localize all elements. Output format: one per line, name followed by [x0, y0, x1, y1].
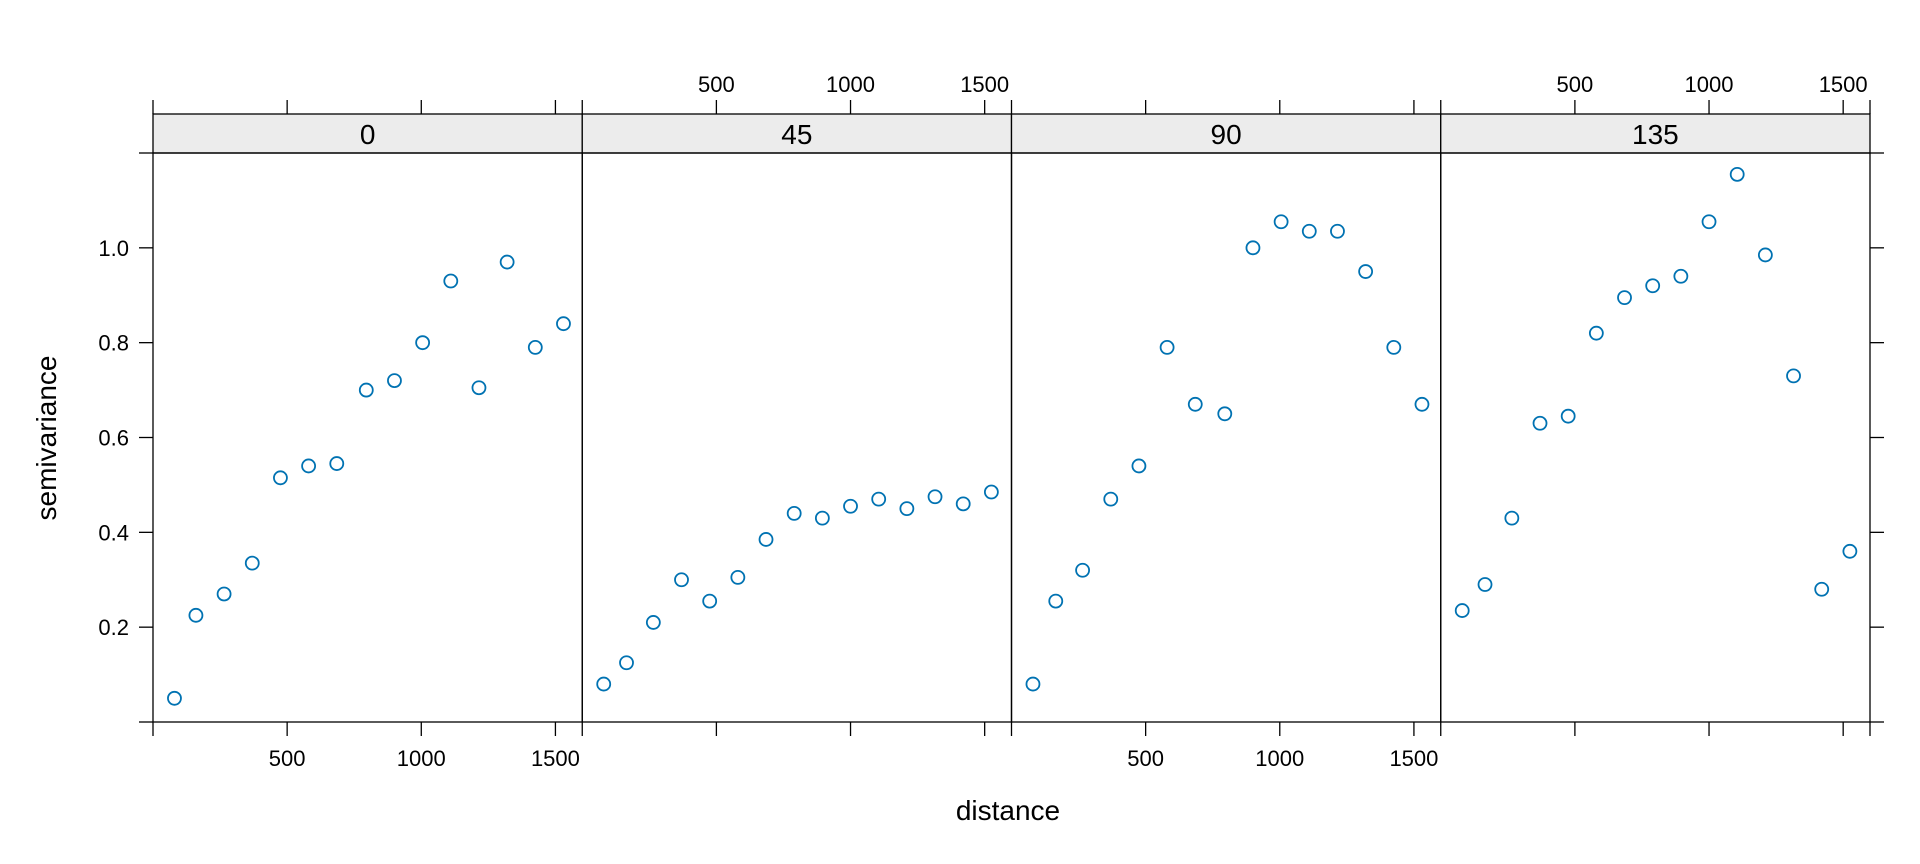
- data-point: [1842, 543, 1858, 559]
- panel-strip-label: 90: [1211, 119, 1242, 150]
- data-point: [1814, 581, 1830, 597]
- panel-strip-label: 45: [781, 119, 812, 150]
- data-point: [871, 491, 887, 507]
- panel-strip: [1440, 113, 1871, 154]
- data-point: [556, 316, 571, 332]
- x-tick-label: 1000: [1255, 746, 1304, 771]
- data-point: [443, 273, 459, 289]
- x-tick-label: 1000: [397, 746, 446, 771]
- x-tick-label: 500: [698, 72, 735, 97]
- x-tick-label: 500: [269, 746, 306, 771]
- data-point: [188, 607, 204, 623]
- data-point: [471, 380, 487, 396]
- data-point: [1048, 593, 1064, 609]
- data-point: [1673, 268, 1689, 284]
- panel-90: 90 500 1000 1500: [1010, 100, 1442, 771]
- data-point: [1330, 223, 1345, 239]
- data-point: [1786, 368, 1801, 384]
- data-point: [1588, 325, 1604, 341]
- y-tick-label: 0.8: [98, 331, 129, 356]
- data-point: [301, 458, 317, 474]
- data-point: [843, 498, 858, 514]
- x-tick-label: 1500: [1819, 72, 1868, 97]
- panel-frame: [1010, 152, 1442, 723]
- panel-strip-label: 0: [360, 119, 376, 150]
- data-point: [1386, 340, 1402, 355]
- data-point: [1358, 264, 1374, 279]
- data-point: [730, 569, 746, 585]
- x-tick-label: 1500: [1389, 746, 1438, 771]
- data-point: [1414, 396, 1430, 412]
- y-tick-label: 0.6: [98, 426, 129, 451]
- data-point: [1477, 577, 1493, 592]
- data-point: [1159, 340, 1175, 355]
- data-point: [358, 382, 374, 398]
- panel-45: 45 500 1000 1500: [581, 72, 1013, 736]
- data-point: [619, 655, 634, 671]
- data-point: [1560, 408, 1576, 424]
- data-point: [1701, 214, 1717, 230]
- data-point: [1075, 562, 1090, 578]
- x-tick-label: 1500: [960, 72, 1009, 97]
- data-point: [758, 532, 774, 547]
- data-point: [955, 496, 971, 512]
- x-tick-label: 1500: [531, 746, 580, 771]
- data-point: [1645, 278, 1661, 294]
- x-tick-label: 500: [1127, 746, 1164, 771]
- data-point: [596, 676, 612, 692]
- panel-strip-label: 135: [1632, 119, 1679, 150]
- panel-135: 135 500 1000 1500: [1440, 72, 1871, 736]
- data-point: [415, 335, 431, 351]
- y-axis-label: semivariance: [31, 356, 62, 521]
- data-point: [387, 373, 402, 389]
- panel-frame: [581, 152, 1013, 723]
- data-point: [1301, 223, 1317, 239]
- data-point: [927, 489, 943, 505]
- panel-frame: [152, 152, 583, 723]
- y-tick-label: 0.4: [98, 520, 129, 545]
- data-point: [167, 690, 182, 706]
- data-point: [1454, 603, 1470, 618]
- data-point: [1187, 396, 1203, 412]
- data-point: [814, 510, 830, 526]
- panel-strip: [1010, 113, 1442, 154]
- data-point: [1025, 676, 1041, 692]
- x-tick-label: 1000: [826, 72, 875, 97]
- panel-0: 0 500 1000 1500: [152, 100, 583, 771]
- data-point: [674, 572, 689, 588]
- y-tick-label: 0.2: [98, 615, 129, 640]
- data-point: [702, 593, 718, 609]
- x-tick-label: 500: [1557, 72, 1594, 97]
- y-tick-label: 1.0: [98, 236, 129, 261]
- data-point: [786, 505, 802, 521]
- data-point: [983, 484, 999, 500]
- x-axis-label: distance: [956, 795, 1060, 826]
- data-point: [1245, 240, 1261, 256]
- data-point: [499, 254, 515, 270]
- data-point: [1131, 458, 1147, 474]
- data-point: [244, 555, 260, 571]
- data-point: [1504, 510, 1520, 526]
- data-point: [899, 501, 915, 517]
- data-point: [645, 615, 661, 630]
- x-tick-label: 1000: [1685, 72, 1734, 97]
- data-point: [1532, 415, 1548, 431]
- data-point: [329, 456, 345, 471]
- data-point: [1273, 214, 1289, 230]
- data-point: [1103, 491, 1119, 507]
- data-point: [1617, 290, 1632, 306]
- data-point: [1757, 247, 1773, 263]
- data-point: [1729, 166, 1745, 182]
- data-point: [1217, 406, 1233, 422]
- data-point: [273, 470, 288, 486]
- panel-strip: [152, 113, 583, 154]
- data-point: [527, 340, 543, 355]
- panel-frame: [1440, 152, 1871, 723]
- data-point: [216, 586, 232, 602]
